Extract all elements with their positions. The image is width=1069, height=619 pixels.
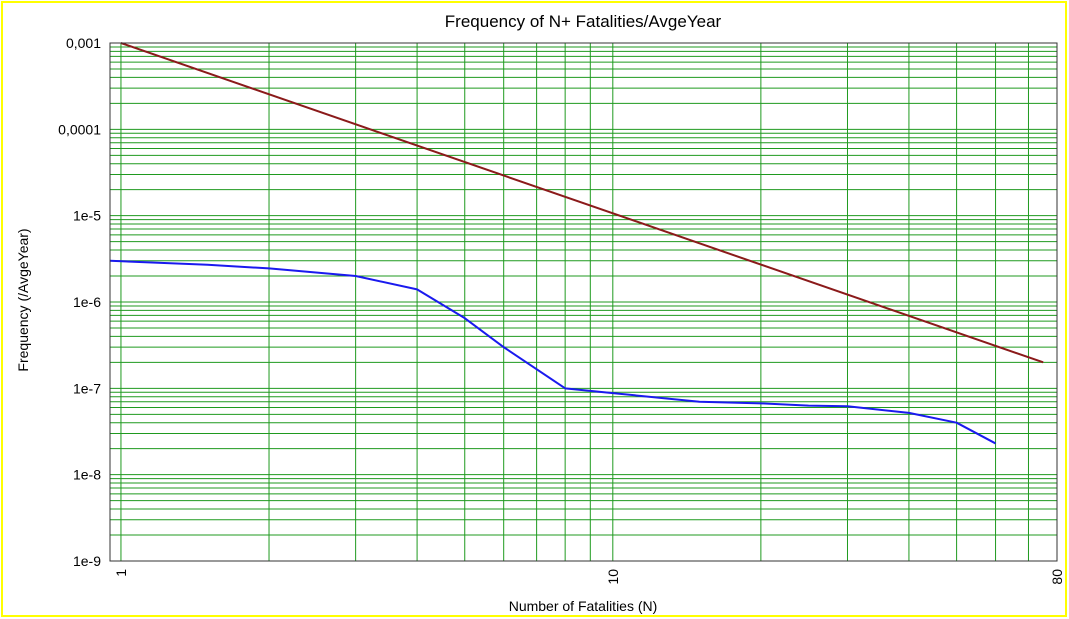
y-tick-label: 1e-6	[73, 294, 101, 310]
plot-border	[109, 42, 1058, 562]
chart-title: Frequency of N+ Fatalities/AvgeYear	[445, 12, 722, 31]
x-axis-label: Number of Fatalities (N)	[509, 598, 658, 614]
x-tick-label: 10	[605, 569, 621, 585]
tick-labels: 0,001 0,0001 1e-5 1e-6 1e-7 1e-8 1e-9 1 10 80	[58, 35, 1065, 585]
y-tick-label: 1e-8	[73, 467, 101, 483]
series-line-1	[120, 42, 1044, 364]
y-tick-label: 1e-5	[73, 208, 101, 224]
y-axis-label: Frequency (/AvgeYear)	[15, 228, 31, 371]
y-tick-label: 0,001	[66, 35, 101, 51]
series-lines	[109, 42, 1044, 445]
x-tick-label: 1	[113, 569, 129, 577]
y-tick-label: 1e-9	[73, 553, 101, 569]
series-line-2	[109, 259, 997, 445]
y-tick-label: 0,0001	[58, 121, 101, 137]
y-tick-label: 1e-7	[73, 380, 101, 396]
x-tick-label: 80	[1049, 569, 1065, 585]
